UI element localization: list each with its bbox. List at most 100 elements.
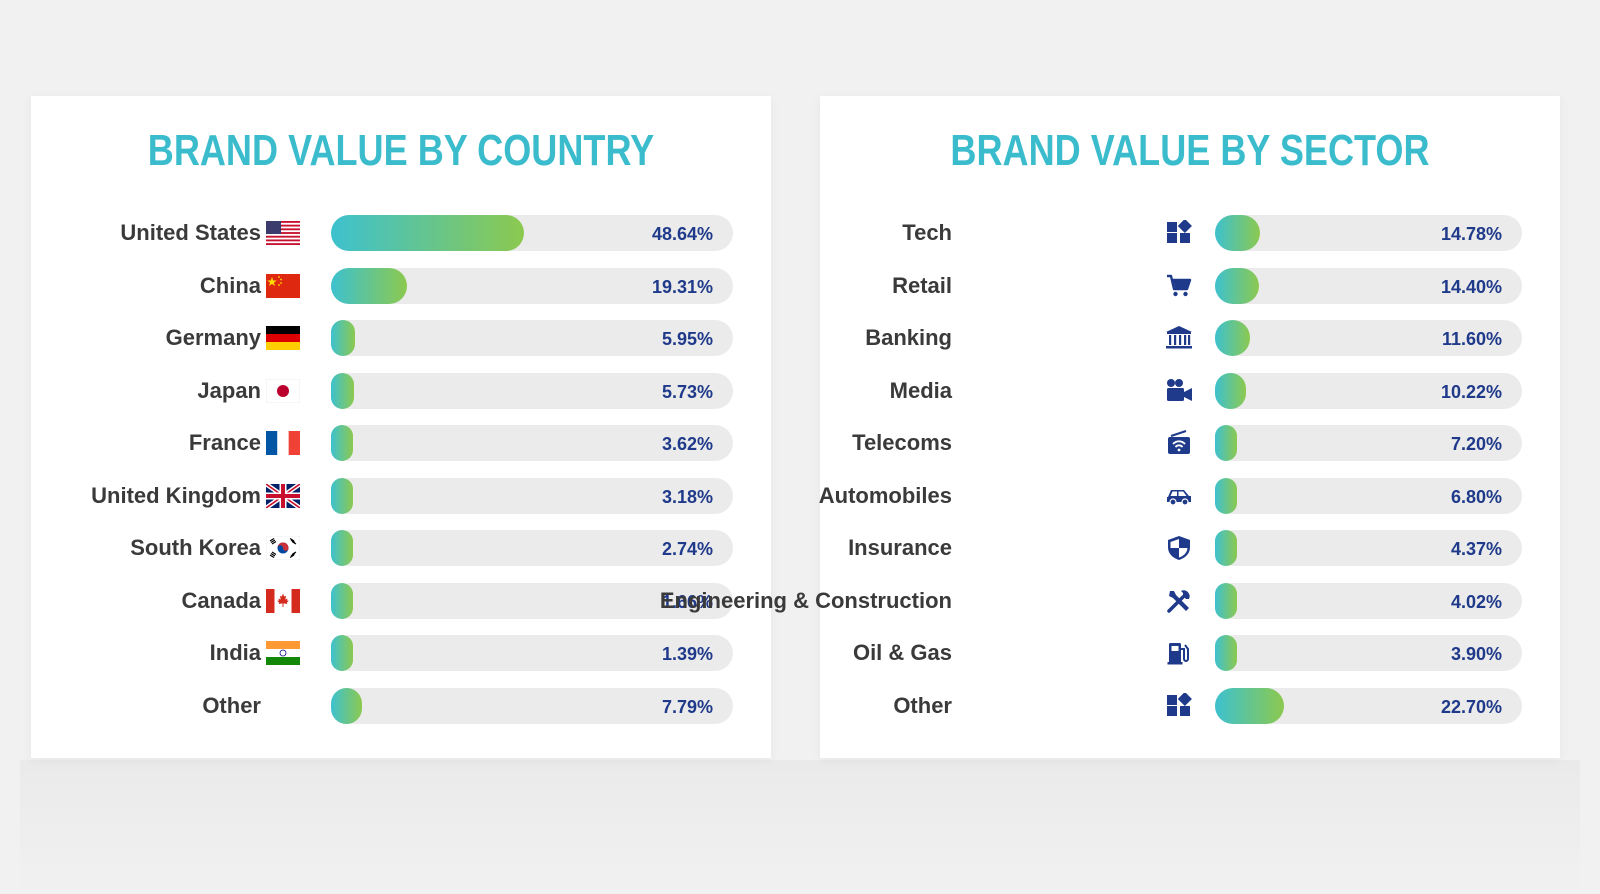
bar-label: United Kingdom (91, 482, 261, 508)
bar-fill (331, 477, 353, 514)
bar-track: 22.70% (1215, 687, 1522, 724)
bar-track: 3.90% (1215, 635, 1522, 671)
bar-fill (1215, 372, 1246, 409)
bar-fill (331, 530, 353, 566)
bar-label: Media (889, 377, 952, 403)
bar-row: Germany 5.95% (31, 319, 771, 372)
bar-value-label: 4.37% (1450, 539, 1502, 559)
bar-label: France (188, 430, 261, 455)
bar-value-label: 1.39% (661, 644, 713, 664)
background-shadow (20, 760, 1580, 894)
bar-row: Other 22.70% (820, 687, 1560, 740)
bar-value-label: 4.02% (1450, 591, 1502, 612)
sector-bar-rows: Tech 14.78% Retail 14.40% Banking 11.60% Media… (660, 214, 1560, 740)
bar-value-label: 6.80% (1450, 486, 1502, 507)
bar-fill (1215, 425, 1237, 461)
bar-value-label: 5.95% (661, 329, 713, 349)
bar-track: 7.20% (1215, 425, 1522, 461)
bar-track: 48.64% (331, 215, 733, 251)
bar-value-label: 3.62% (661, 434, 713, 454)
bar-label: Telecoms (852, 430, 952, 455)
japan-flag-icon (266, 378, 300, 404)
bar-fill (331, 425, 353, 461)
bar-track: 1.39% (331, 635, 733, 671)
bar-fill (331, 267, 407, 304)
bar-label: South Korea (130, 535, 261, 560)
bar-row: Canada 1.66% (31, 582, 771, 635)
bar-value-label: 19.31% (651, 276, 713, 297)
bar-row: India 1.39% (31, 634, 771, 687)
bar-value-label: 3.90% (1450, 644, 1502, 664)
country-chart-title: BRAND VALUE BY COUNTRY (147, 126, 655, 175)
bank-icon (1164, 325, 1194, 351)
bar-track: 14.40% (1215, 267, 1522, 304)
bar-label: Banking (865, 325, 952, 350)
bar-value-label: 1.66% (661, 591, 713, 612)
shopping-cart-icon (1164, 273, 1194, 299)
bar-fill (331, 635, 353, 671)
apps-grid-icon (1164, 692, 1194, 719)
bar-row: Oil & Gas 3.90% (820, 634, 1560, 687)
bar-label: Automobiles (818, 482, 952, 508)
shield-icon (1164, 535, 1194, 561)
bar-fill (1215, 267, 1259, 304)
bar-row: Tech 14.78% (820, 214, 1560, 267)
bar-fill (331, 215, 524, 251)
apps-grid-icon (1164, 220, 1194, 246)
bar-value-label: 7.20% (1450, 434, 1502, 454)
wifi-radio-icon (1164, 430, 1194, 456)
bar-label: Tech (902, 220, 952, 245)
bar-label: India (209, 640, 261, 665)
us-flag-icon (266, 220, 300, 246)
bar-row: Japan 5.73% (31, 372, 771, 425)
bar-row: China 19.31% (31, 267, 771, 320)
bar-row: Banking 11.60% (820, 319, 1560, 372)
bar-row: Automobiles 6.80% (818, 477, 1560, 530)
country-bar-rows: United States 48.64% China 19.31% Germany 5.9… (31, 214, 771, 739)
bar-track: 19.31% (331, 267, 733, 304)
bar-track: 1.66% (331, 582, 733, 619)
bar-label: Japan (197, 377, 261, 403)
bar-row: United States 48.64% (31, 214, 771, 267)
bar-value-label: 3.18% (661, 486, 713, 507)
bar-fill (331, 582, 353, 619)
bar-fill (1215, 582, 1237, 619)
canada-flag-icon (266, 588, 300, 614)
sector-chart-title: BRAND VALUE BY SECTOR (950, 126, 1430, 175)
bar-fill (1215, 215, 1260, 251)
bar-label: Insurance (848, 535, 952, 560)
tools-icon (1164, 588, 1194, 614)
bar-value-label: 5.73% (661, 381, 713, 402)
bar-track: 2.74% (331, 530, 733, 566)
south-korea-flag-icon (266, 535, 300, 561)
india-flag-icon (266, 640, 300, 666)
uk-flag-icon (266, 483, 300, 509)
bar-row: Other 7.79% (31, 687, 771, 740)
bar-track: 10.22% (1215, 372, 1522, 409)
bar-label: Engineering & Construction (659, 587, 952, 613)
bar-value-label: 2.74% (661, 539, 713, 559)
bar-value-label: 11.60% (1441, 329, 1502, 349)
bar-row: South Korea 2.74% (31, 529, 771, 582)
bar-track: 3.62% (331, 425, 733, 461)
fuel-pump-icon (1164, 640, 1194, 666)
germany-flag-icon (266, 325, 300, 351)
bar-value-label: 14.78% (1440, 224, 1502, 244)
bar-fill (1215, 477, 1237, 514)
video-camera-icon (1164, 378, 1194, 404)
country-chart-panel: BRAND VALUE BY COUNTRY United States 48.6… (31, 96, 771, 758)
bar-fill (1215, 635, 1237, 671)
bar-value-label: 14.40% (1440, 276, 1502, 297)
bar-track: 4.02% (1215, 582, 1522, 619)
bar-track: 7.79% (331, 687, 733, 724)
bar-fill (1215, 687, 1284, 724)
bar-row: Retail 14.40% (820, 267, 1560, 320)
sector-chart-panel: BRAND VALUE BY SECTOR Tech 14.78% Retail 14… (660, 96, 1560, 758)
bar-label: Other (893, 692, 952, 718)
bar-label: Canada (181, 587, 261, 613)
bar-fill (331, 372, 354, 409)
bar-fill (1215, 320, 1250, 356)
bar-label: Other (202, 692, 261, 718)
bar-row: Engineering & Construction 4.02% (660, 582, 1560, 635)
bar-track: 14.78% (1215, 215, 1522, 251)
